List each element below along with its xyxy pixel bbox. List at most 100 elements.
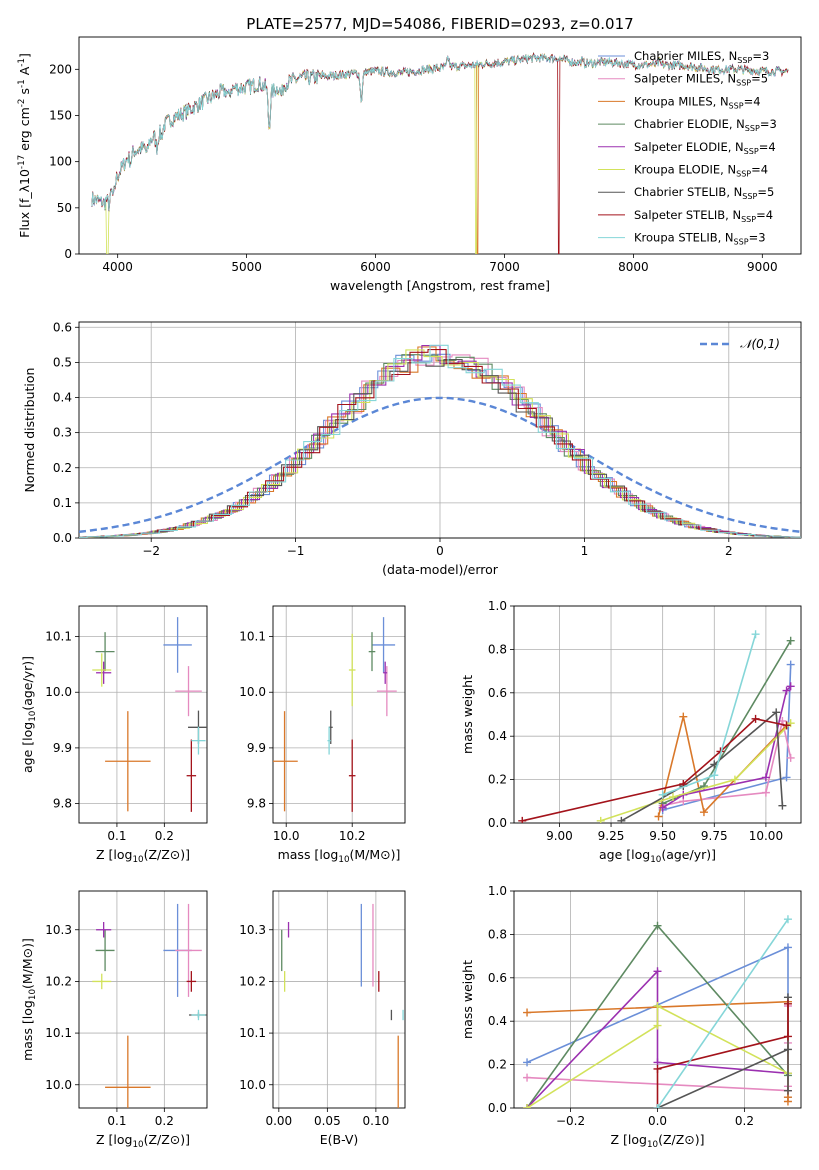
x-tick-label: 8000 bbox=[618, 260, 649, 274]
weight-vs-age-plot bbox=[518, 630, 795, 823]
weight-point bbox=[653, 1104, 662, 1108]
y-tick-label: 0.4 bbox=[488, 729, 507, 743]
legend-label: Salpeter ELODIE, NSSP​=4 bbox=[634, 140, 776, 156]
weight-point bbox=[730, 775, 739, 784]
weight-point bbox=[782, 773, 791, 782]
weight-point bbox=[786, 660, 795, 669]
x-tick-label: 0.10 bbox=[363, 1114, 390, 1128]
x-axis-label: Z [log10​(Z/Z⊙)] bbox=[610, 1132, 704, 1150]
weight-point bbox=[658, 803, 667, 812]
y-axis-label: age [log10​(age/yr)] bbox=[20, 656, 38, 773]
weight-point bbox=[772, 708, 781, 717]
y-tick-label: 0.4 bbox=[53, 391, 72, 405]
histogram-series bbox=[79, 346, 801, 538]
y-tick-label: 10.3 bbox=[239, 923, 266, 937]
mass-vs-Z-axes: 0.1 0.2 10.0 10.1 10.2 10.3 Z [log10​(Z/Z⊙)] ma… bbox=[20, 890, 208, 1150]
weight-point bbox=[523, 1058, 532, 1067]
axes-frame bbox=[78, 605, 208, 824]
x-tick-label: −1 bbox=[287, 544, 305, 558]
weight-point bbox=[782, 686, 791, 695]
x-tick-label: 9.25 bbox=[598, 829, 625, 843]
axes-frame bbox=[513, 605, 802, 824]
y-tick-label: 0.8 bbox=[488, 927, 507, 941]
weight-line bbox=[522, 717, 787, 822]
x-tick-label: 5000 bbox=[231, 260, 262, 274]
weight-point bbox=[518, 816, 527, 823]
y-tick-label: 0.6 bbox=[488, 971, 507, 985]
y-axis-label: Normed distribution bbox=[22, 368, 37, 493]
y-axis-label: mass [log10​(M/M⊙)] bbox=[20, 938, 38, 1061]
y-tick-label: 9.8 bbox=[53, 797, 72, 811]
axes-frame bbox=[78, 321, 802, 539]
x-tick-label: 0.00 bbox=[265, 1114, 292, 1128]
x-tick-label: 10.0 bbox=[273, 829, 300, 843]
y-tick-label: 0 bbox=[64, 247, 72, 261]
x-tick-label: −2 bbox=[142, 544, 160, 558]
mass-vs-ebv-plot bbox=[281, 903, 404, 1108]
y-tick-label: 10.2 bbox=[45, 974, 72, 988]
weight-point bbox=[751, 630, 760, 639]
weight-point bbox=[783, 1045, 792, 1054]
weight-point bbox=[668, 792, 677, 801]
y-tick-label: 0.6 bbox=[53, 320, 72, 334]
weight-point bbox=[783, 999, 792, 1008]
y-tick-label: 1.0 bbox=[488, 884, 507, 898]
x-tick-label: 0.05 bbox=[314, 1114, 341, 1128]
legend-label: Chabrier MILES, NSSP​=3 bbox=[634, 49, 769, 65]
x-tick-label: 0.1 bbox=[107, 1114, 126, 1128]
histogram-series bbox=[79, 349, 801, 538]
legend-label: Chabrier STELIB, NSSP​=5 bbox=[634, 185, 774, 201]
weight-point bbox=[679, 712, 688, 721]
weight-line bbox=[657, 716, 788, 817]
legend-label: Salpeter STELIB, NSSP​=4 bbox=[634, 208, 773, 224]
weight-vs-Z-axes: −0.2 0.0 0.2 0.0 0.2 0.4 0.6 0.8 1.0 Z [log10​(Z/… bbox=[460, 884, 802, 1150]
figure-title: PLATE=2577, MJD=54086, FIBERID=0293, z=0… bbox=[246, 15, 633, 33]
x-tick-label: 6000 bbox=[360, 260, 391, 274]
x-axis-label: Z [log10​(Z/Z⊙)] bbox=[96, 847, 190, 865]
axes-frame bbox=[78, 890, 208, 1109]
age-vs-Z-axes: 0.1 0.2 9.8 9.9 10.0 10.1 Z [log10​(Z/Z⊙)] age … bbox=[20, 605, 208, 865]
y-tick-label: 9.9 bbox=[247, 741, 266, 755]
weight-line bbox=[662, 633, 757, 796]
y-tick-label: 0.8 bbox=[488, 642, 507, 656]
weight-line bbox=[656, 1003, 789, 1108]
weight-point bbox=[596, 816, 605, 823]
spectrum-axes: 4000 5000 6000 7000 8000 9000 0 50 100 150 200 wave… bbox=[17, 36, 802, 293]
y-tick-label: 10.1 bbox=[239, 630, 266, 644]
x-tick-label: 0.2 bbox=[155, 829, 174, 843]
y-tick-label: 10.1 bbox=[45, 1026, 72, 1040]
x-tick-label: 9000 bbox=[747, 260, 778, 274]
x-tick-label: 1 bbox=[581, 544, 589, 558]
y-tick-label: 0.5 bbox=[53, 355, 72, 369]
weight-point bbox=[782, 721, 791, 730]
y-tick-label: 10.0 bbox=[45, 685, 72, 699]
weight-point bbox=[653, 1064, 662, 1073]
y-tick-label: 9.9 bbox=[53, 741, 72, 755]
histogram-series bbox=[79, 344, 801, 538]
x-axis-label: wavelength [Angstrom, rest frame] bbox=[330, 278, 550, 293]
y-tick-label: 9.8 bbox=[247, 797, 266, 811]
y-tick-label: 0.0 bbox=[488, 1101, 507, 1115]
y-tick-label: 0.0 bbox=[488, 816, 507, 830]
weight-point bbox=[523, 1073, 532, 1082]
histogram-series bbox=[79, 345, 801, 538]
y-tick-label: 10.3 bbox=[45, 923, 72, 937]
weight-line bbox=[656, 918, 789, 1108]
x-tick-label: 0.1 bbox=[107, 829, 126, 843]
weight-point bbox=[653, 1002, 662, 1011]
axes-frame bbox=[78, 36, 802, 255]
x-tick-label: 4000 bbox=[102, 260, 133, 274]
x-axis-label: mass [log10​(M/M⊙)] bbox=[278, 847, 401, 865]
x-tick-label: 9.75 bbox=[701, 829, 728, 843]
x-tick-label: 10.00 bbox=[749, 829, 783, 843]
x-tick-label: 10.2 bbox=[339, 829, 366, 843]
y-tick-label: 0.0 bbox=[53, 531, 72, 545]
x-tick-label: 9.00 bbox=[546, 829, 573, 843]
y-axis-label: Flux [f_λ10-17​ erg cm-2​ s-1​ A-1​] bbox=[17, 53, 32, 238]
weight-point bbox=[523, 1104, 532, 1108]
y-tick-label: 10.1 bbox=[45, 630, 72, 644]
x-axis-label: (data-model)/error bbox=[382, 562, 499, 577]
legend-label: 𝒩(0,1) bbox=[740, 337, 780, 351]
histogram-series bbox=[79, 349, 801, 538]
